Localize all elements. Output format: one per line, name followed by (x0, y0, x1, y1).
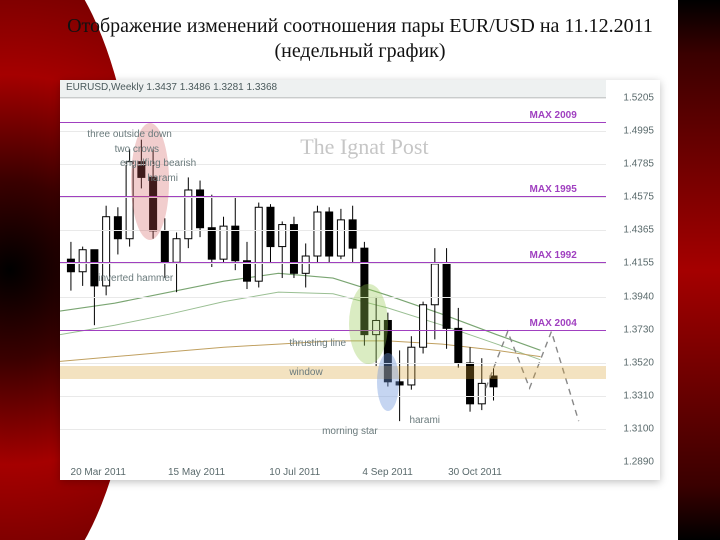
pattern-annotation: morning star (322, 426, 378, 437)
y-tick: 1.4155 (623, 258, 654, 269)
resistance-line (60, 122, 606, 123)
pattern-annotation: two crows (115, 144, 159, 155)
x-tick: 30 Oct 2011 (448, 467, 502, 478)
y-tick: 1.3310 (623, 390, 654, 401)
pattern-annotation: thrusting line (289, 338, 346, 349)
y-tick: 1.3730 (623, 324, 654, 335)
x-tick: 20 Mar 2011 (71, 467, 126, 478)
x-axis: 20 Mar 2011 15 May 2011 10 Jul 2011 4 Sep 2… (60, 461, 606, 480)
resistance-line (60, 262, 606, 263)
chart-symbol-header: EURUSD,Weekly 1.3437 1.3486 1.3281 1.336… (60, 80, 606, 98)
pattern-annotation: three outside down (87, 129, 172, 140)
resistance-label: MAX 1995 (530, 184, 577, 196)
y-tick: 1.3520 (623, 357, 654, 368)
resistance-label: MAX 1992 (530, 250, 577, 262)
resistance-label: MAX 2009 (530, 110, 577, 122)
pattern-annotation: harami (409, 415, 440, 426)
y-tick: 1.4575 (623, 192, 654, 203)
resistance-label: MAX 2004 (530, 318, 577, 330)
chart-container: EURUSD,Weekly 1.3437 1.3486 1.3281 1.336… (60, 80, 660, 480)
x-tick: 10 Jul 2011 (269, 467, 320, 478)
y-tick: 1.4365 (623, 225, 654, 236)
forecast-line (486, 331, 579, 421)
resistance-line (60, 330, 606, 331)
x-tick: 4 Sep 2011 (362, 467, 412, 478)
y-tick: 1.5205 (623, 93, 654, 104)
y-tick: 1.4785 (623, 159, 654, 170)
y-tick: 1.3940 (623, 291, 654, 302)
resistance-line (60, 196, 606, 197)
y-tick: 1.3100 (623, 423, 654, 434)
pattern-annotation: window (289, 367, 322, 378)
y-axis: 1.52051.49951.47851.45751.43651.41551.39… (605, 98, 660, 462)
chart-plot: The Ignat Post MAX 2009MAX 1995MAX 1992M… (60, 98, 606, 462)
pattern-annotation: engulfing bearish (120, 158, 196, 169)
slide-title: Отображение изменений соотношения пары E… (60, 14, 660, 64)
y-tick: 1.4995 (623, 126, 654, 137)
pattern-annotation: inverted hammer (98, 273, 173, 284)
pattern-annotation: harami (147, 173, 178, 184)
y-tick: 1.2890 (623, 457, 654, 468)
x-tick: 15 May 2011 (168, 467, 225, 478)
